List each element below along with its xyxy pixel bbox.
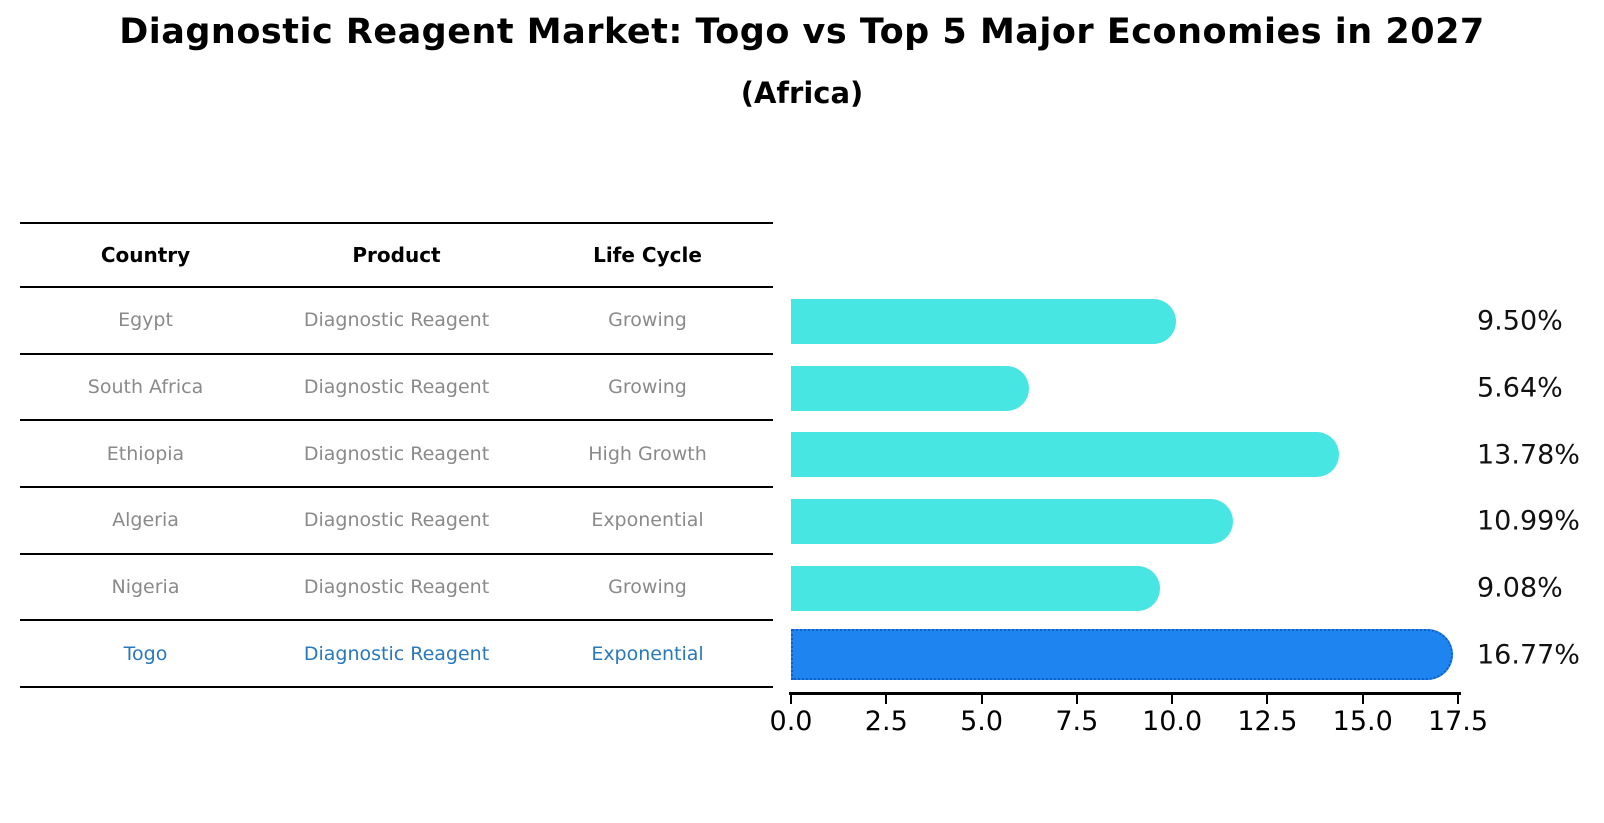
table-cell-life-cycle: Exponential	[591, 509, 704, 532]
x-tick	[1361, 694, 1364, 704]
x-tick-label: 15.0	[1332, 706, 1393, 737]
chart-title: Diagnostic Reagent Market: Togo vs Top 5…	[119, 12, 1485, 52]
table-header-cell-life-cycle: Life Cycle	[593, 243, 702, 267]
x-tick	[1075, 694, 1078, 704]
bar-egypt	[791, 298, 1176, 344]
bar-value-label: 9.50%	[1477, 305, 1563, 337]
table-cell-product: Diagnostic Reagent	[303, 442, 490, 465]
comparison-table: Country Product Life Cycle Egypt Diagnostic…	[20, 222, 773, 689]
table-cell-product: Diagnostic Reagent	[303, 509, 490, 532]
table-cell-product: Diagnostic Reagent	[303, 576, 490, 599]
x-tick	[790, 694, 792, 704]
table-row-south-africa: South Africa Diagnostic Reagent Growing	[20, 355, 773, 422]
bar-togo	[791, 629, 1453, 681]
table-header-cell-country: Country	[100, 243, 191, 267]
x-tick-label: 0.0	[769, 706, 813, 737]
bar-value-label: 13.78%	[1477, 439, 1580, 471]
bar-value-label: 9.08%	[1477, 572, 1563, 604]
x-axis-line	[789, 692, 1461, 695]
table-cell-life-cycle: Growing	[608, 576, 687, 599]
table-cell-product: Diagnostic Reagent	[303, 642, 490, 665]
bar-south-africa	[791, 365, 1029, 411]
table-row-nigeria: Nigeria Diagnostic Reagent Growing	[20, 555, 773, 622]
table-row-algeria: Algeria Diagnostic Reagent Exponential	[20, 488, 773, 555]
x-tick-label: 10.0	[1142, 706, 1203, 737]
table-cell-country: Algeria	[112, 509, 179, 532]
x-tick	[1266, 694, 1269, 704]
table-cell-country: Togo	[123, 642, 168, 665]
x-tick-label: 17.5	[1427, 706, 1489, 737]
x-tick	[1457, 694, 1459, 704]
table-body: Egypt Diagnostic Reagent Growing South Afri…	[20, 288, 773, 689]
x-tick	[980, 694, 983, 704]
x-tick-label: 12.5	[1237, 706, 1298, 737]
table-cell-life-cycle: Growing	[608, 309, 687, 332]
table-cell-life-cycle: High Growth	[588, 442, 707, 465]
table-cell-life-cycle: Growing	[608, 376, 687, 399]
table-cell-country: Ethiopia	[106, 442, 185, 465]
table-cell-product: Diagnostic Reagent	[303, 376, 490, 399]
x-tick-label: 2.5	[864, 706, 908, 737]
bar-value-label: 16.77%	[1477, 639, 1580, 671]
chart-subtitle: (Africa)	[740, 76, 864, 110]
bar-algeria	[791, 498, 1233, 544]
table-row-egypt: Egypt Diagnostic Reagent Growing	[20, 288, 773, 355]
table-header-row: Country Product Life Cycle	[20, 222, 773, 288]
bar-value-label: 10.99%	[1477, 505, 1580, 537]
bar-nigeria	[791, 565, 1160, 611]
x-tick-label: 7.5	[1055, 706, 1099, 737]
bar-value-label: 5.64%	[1477, 372, 1563, 404]
table-header-cell-product: Product	[352, 243, 441, 267]
table-cell-product: Diagnostic Reagent	[303, 309, 490, 332]
table-cell-country: South Africa	[87, 376, 204, 399]
table-cell-life-cycle: Exponential	[591, 642, 704, 665]
table-row-ethiopia: Ethiopia Diagnostic Reagent High Growth	[20, 421, 773, 489]
x-tick	[885, 694, 888, 704]
bar-ethiopia	[791, 432, 1339, 478]
bar-chart: 9.50% 5.64% 13.78% 10.99% 9.08% 16.77%	[791, 288, 1580, 688]
table-cell-country: Egypt	[118, 309, 173, 332]
x-tick	[1171, 694, 1174, 704]
table-cell-country: Nigeria	[111, 576, 180, 599]
table-row-togo: Togo Diagnostic Reagent Exponential	[20, 621, 773, 689]
x-tick-label: 5.0	[960, 706, 1004, 737]
x-axis: 0.0 2.5 5.0 7.5 10.0 12.5 15.0 17.5	[770, 692, 1488, 752]
